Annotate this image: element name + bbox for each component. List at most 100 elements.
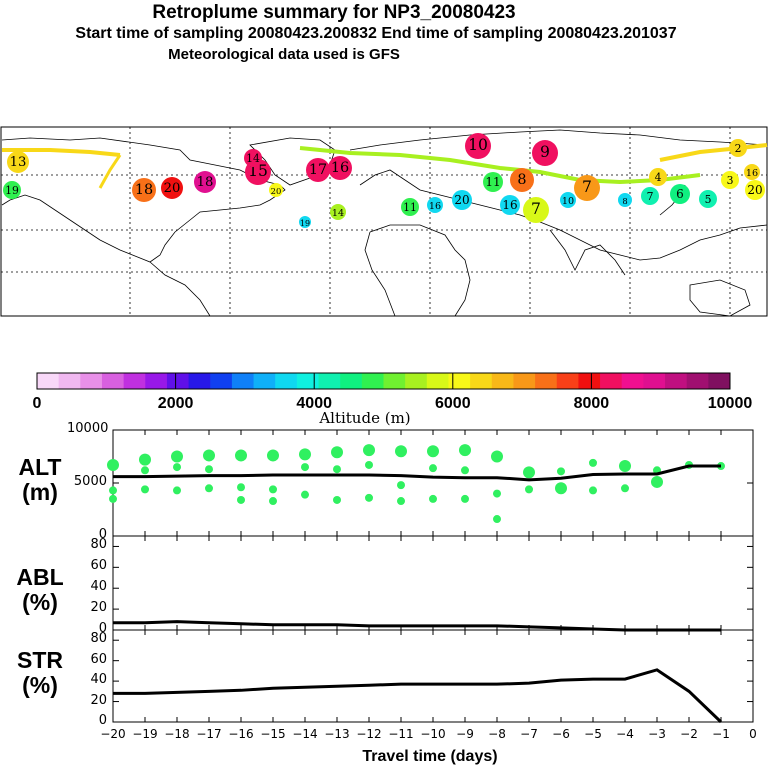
x-tick-label: −6 [552, 727, 570, 741]
cluster-day-label: 11 [485, 175, 500, 189]
x-tick-label: −11 [388, 727, 414, 741]
cluster-dot [139, 453, 151, 466]
cluster-day-label: 18 [197, 175, 214, 190]
str-series-line [113, 668, 723, 724]
colorbar-swatch [231, 373, 255, 389]
cluster-blob [721, 171, 739, 189]
cluster-dot [203, 449, 215, 462]
cluster-dot [267, 449, 279, 462]
y-tick-label: 80 [90, 631, 107, 647]
colorbar-swatch [643, 373, 666, 389]
abl-axis-title: ABL (%) [16, 564, 64, 615]
abl-series-line [113, 620, 721, 632]
cluster-blob [194, 171, 216, 193]
chart-subtitle: Start time of sampling 20080423.200832 E… [75, 25, 677, 42]
colorbar-swatch [426, 373, 449, 389]
y-tick-label: 40 [90, 672, 107, 688]
cluster-dot [141, 466, 149, 475]
cluster-dot [171, 450, 183, 463]
x-tick-label: −9 [456, 727, 474, 741]
colorbar-swatch [145, 373, 168, 389]
cluster-blob [523, 197, 549, 223]
cluster-day-label: 17 [309, 162, 327, 178]
cluster-blob [3, 181, 21, 199]
str-panel-frame [112, 629, 754, 723]
cluster-dot [363, 444, 375, 457]
cluster-blob [699, 190, 717, 208]
y-tick-label: 10000 [67, 421, 109, 436]
x-tick-label: −8 [488, 727, 506, 741]
cluster-blob [641, 187, 659, 205]
cluster-day-label: 20 [454, 193, 469, 207]
colorbar-swatch [686, 373, 709, 389]
x-tick-label: −20 [100, 727, 126, 741]
cluster-blob [745, 180, 765, 200]
cluster-blob [330, 204, 346, 220]
colorbar-tick-label: 10000 [707, 395, 753, 412]
colorbar-swatch [621, 373, 644, 389]
abl-panel-frame [112, 535, 754, 631]
cluster-dot [491, 450, 503, 463]
cluster-dot [333, 465, 341, 474]
y-tick-label: 0 [98, 621, 107, 636]
cluster-blob [161, 177, 183, 199]
colorbar-swatch [665, 373, 688, 389]
x-tick-label: −10 [420, 727, 446, 741]
x-tick-label: −7 [520, 727, 538, 741]
colorbar-swatch [578, 373, 601, 389]
y-tick-label: 0 [98, 527, 107, 542]
time-series-panels [107, 429, 754, 724]
cluster-blob [7, 151, 29, 173]
cluster-blob [483, 172, 503, 192]
cluster-dot [397, 481, 405, 490]
colorbar-swatch [535, 373, 558, 389]
cluster-dot [301, 463, 309, 472]
y-tick-label: 60 [90, 558, 107, 574]
x-tick-label: −12 [356, 727, 382, 741]
cluster-dot [555, 482, 567, 495]
cluster-dot [395, 445, 407, 458]
cluster-dot [493, 515, 501, 524]
cluster-day-label: 7 [647, 190, 654, 203]
y-tick-label: 20 [90, 692, 107, 708]
colorbar-swatch [513, 373, 536, 389]
cluster-day-label: 3 [727, 174, 734, 187]
cluster-day-label: 4 [655, 171, 662, 184]
colorbar-tick-label: 0 [32, 395, 42, 412]
colorbar-swatch [318, 373, 341, 389]
cluster-blob [244, 149, 262, 167]
cluster-day-label: 8 [622, 196, 627, 206]
cluster-blob [299, 216, 311, 228]
cluster-dot [107, 458, 119, 471]
y-tick-label: 0 [98, 713, 107, 728]
x-tick-label: −2 [680, 727, 698, 741]
cluster-dot [173, 463, 181, 472]
colorbar-swatch [80, 373, 103, 389]
y-tick-label: 20 [90, 600, 107, 616]
cluster-dot [205, 465, 213, 474]
x-axis-title: Travel time (days) [362, 748, 498, 765]
colorbar-swatch [253, 373, 276, 389]
cluster-day-label: 20 [747, 183, 762, 197]
cluster-dot [333, 495, 341, 504]
cluster-dot [299, 448, 311, 461]
cluster-dot [365, 460, 373, 469]
colorbar-tick-label: 6000 [435, 395, 471, 412]
cluster-day-label: 9 [540, 143, 550, 161]
cluster-day-label: 14 [246, 152, 260, 165]
cluster-dot [589, 458, 597, 467]
colorbar-swatch [275, 373, 298, 389]
colorbar-swatch [340, 373, 363, 389]
cluster-dot [397, 497, 405, 506]
alt-axis-title: ALT (m) [18, 454, 62, 505]
cluster-dot [619, 460, 631, 473]
y-tick-label: 80 [90, 537, 107, 553]
colorbar-swatch [383, 373, 406, 389]
colorbar-swatch [470, 373, 493, 389]
cluster-dot [331, 446, 343, 459]
cluster-dot [427, 445, 439, 458]
chart-title: Retroplume summary for NP3_20080423 [152, 2, 516, 23]
cluster-day-label: 10 [562, 196, 574, 207]
colorbar-swatch [448, 373, 471, 389]
cluster-blob [427, 197, 443, 213]
